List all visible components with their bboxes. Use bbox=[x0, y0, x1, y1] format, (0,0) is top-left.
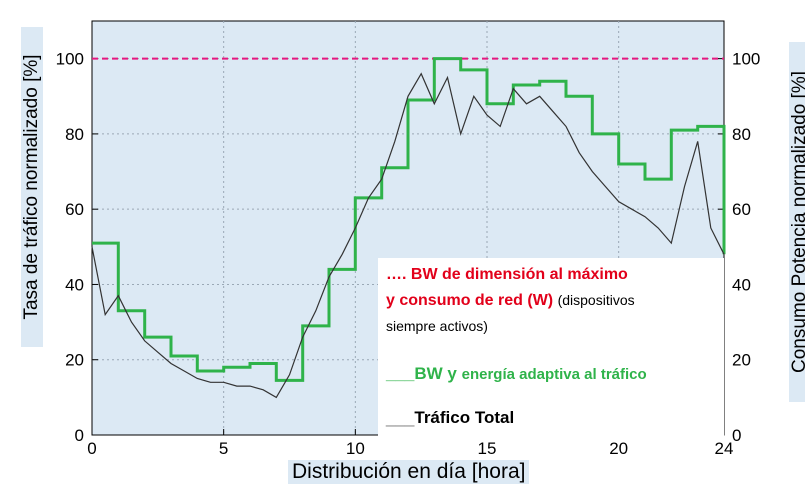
y-tick-label-left: 100 bbox=[56, 50, 84, 69]
legend-max-line-2: y consumo de red (W) (dispositivos bbox=[386, 292, 635, 310]
y-tick-label-right: 0 bbox=[732, 426, 741, 445]
x-tick-label: 5 bbox=[219, 439, 228, 458]
legend-traffic-prefix: ___ bbox=[386, 408, 415, 427]
y-tick-label-right: 100 bbox=[732, 50, 760, 69]
y-tick-label-left: 60 bbox=[65, 200, 84, 219]
y-tick-label-left: 20 bbox=[65, 351, 84, 370]
x-axis-label: Distribución en día [hora] bbox=[288, 460, 530, 484]
x-tick-label: 24 bbox=[715, 439, 734, 458]
series-layer bbox=[91, 57, 726, 399]
y-tick-label-right: 80 bbox=[732, 125, 751, 144]
legend-adaptive-prefix: ___ bbox=[386, 364, 415, 383]
legend-max-line-1: …. BW de dimensión al máximo bbox=[386, 266, 628, 283]
y-tick-label-right: 40 bbox=[732, 275, 751, 294]
legend-adaptive: ___BW y energía adaptiva al tráfico bbox=[386, 364, 647, 384]
legend-max-line-2-text: y consumo de red (W) bbox=[386, 292, 554, 309]
legend-traffic-label: Tráfico Total bbox=[414, 408, 515, 427]
x-tick-label: 20 bbox=[609, 439, 628, 458]
series-traffic-line bbox=[91, 72, 725, 399]
legend-adaptive-main: BW y bbox=[414, 364, 462, 383]
y-tick-label-left: 40 bbox=[65, 275, 84, 294]
y-tick-label-left: 80 bbox=[65, 125, 84, 144]
legend-max-line-3: siempre activos) bbox=[386, 318, 488, 334]
y-axis-label-left: Tasa de tráfico normalizado [%] bbox=[21, 27, 43, 347]
x-tick-label: 15 bbox=[478, 439, 497, 458]
legend-adaptive-rest: energía adaptiva al tráfico bbox=[461, 366, 647, 383]
y-tick-label-left: 0 bbox=[75, 426, 84, 445]
y-axis-label-right: Consumo Potencia normalizado [%] bbox=[789, 42, 805, 402]
x-tick-label: 10 bbox=[346, 439, 365, 458]
legend-traffic: ___Tráfico Total bbox=[386, 408, 514, 428]
series-adaptive-line bbox=[92, 57, 726, 382]
legend-max-note: (dispositivos bbox=[557, 292, 635, 308]
y-tick-label-right: 60 bbox=[732, 200, 751, 219]
legend: …. BW de dimensión al máximo y consumo d… bbox=[378, 258, 724, 440]
x-tick-label: 0 bbox=[87, 439, 96, 458]
y-tick-label-right: 20 bbox=[732, 351, 751, 370]
